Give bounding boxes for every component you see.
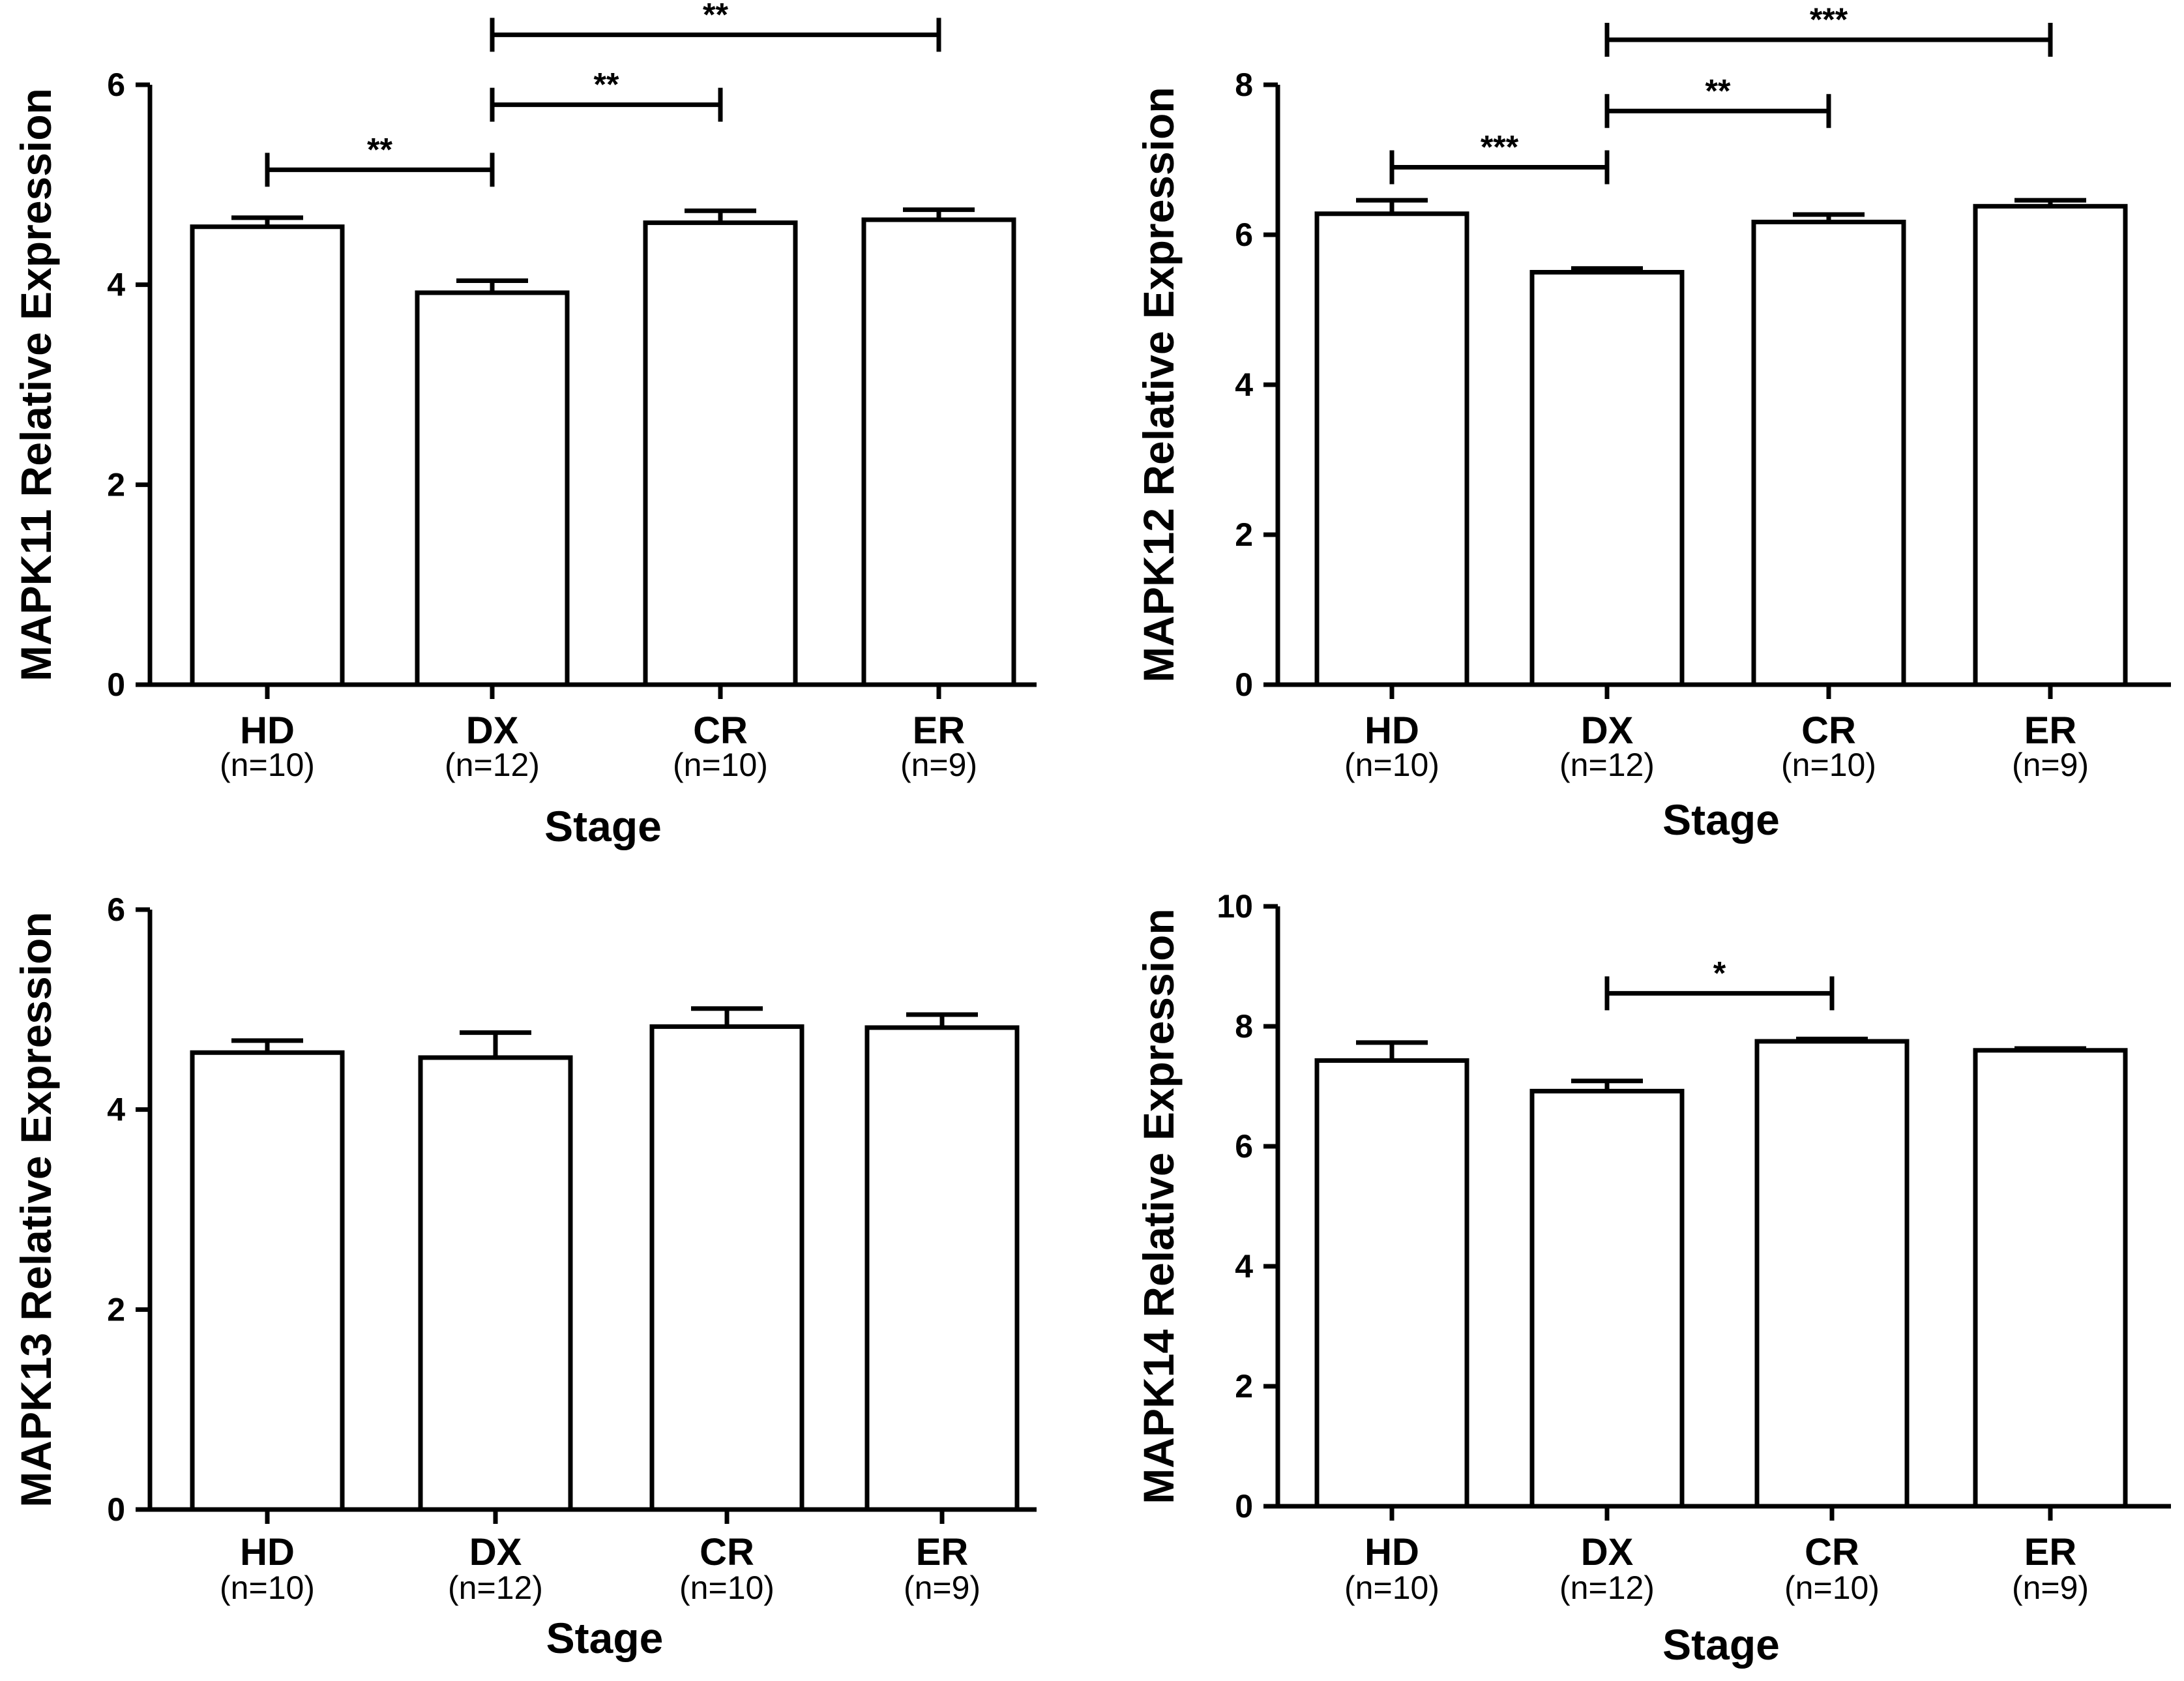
category-label-cr: CR bbox=[1801, 709, 1856, 752]
y-axis-title: MAPK13 Relative Expression bbox=[12, 912, 60, 1507]
y-axis-title: MAPK11 Relative Expression bbox=[12, 88, 60, 681]
significance-bracket-3: ** bbox=[490, 0, 941, 52]
significance-label: ** bbox=[367, 131, 392, 168]
category-label-er: ER bbox=[2024, 1531, 2077, 1573]
category-label-cr: CR bbox=[700, 1531, 754, 1573]
y-tick-label: 6 bbox=[107, 891, 125, 928]
sample-size-label-er: (n=9) bbox=[2012, 747, 2089, 783]
category-label-er: ER bbox=[2024, 709, 2077, 752]
y-tick-label: 2 bbox=[107, 466, 125, 503]
category-label-er: ER bbox=[913, 709, 966, 752]
category-label-dx: DX bbox=[466, 709, 519, 752]
x-axis-title: Stage bbox=[1662, 796, 1780, 844]
sample-size-label-cr: (n=10) bbox=[1781, 747, 1876, 783]
bar-cr bbox=[643, 220, 798, 687]
significance-label: *** bbox=[1481, 129, 1519, 166]
y-tick-label: 6 bbox=[1235, 216, 1253, 253]
sample-size-label-cr: (n=10) bbox=[679, 1569, 775, 1606]
significance-bracket-1: ** bbox=[265, 131, 495, 187]
bar-er bbox=[1973, 203, 2128, 687]
bar-hd bbox=[1314, 1058, 1469, 1509]
y-axis-title: MAPK12 Relative Expression bbox=[1134, 87, 1183, 682]
y-tick-label: 0 bbox=[1235, 666, 1253, 703]
y-tick-label: 6 bbox=[107, 67, 125, 103]
significance-bracket-2: ** bbox=[490, 67, 723, 122]
y-tick-label: 4 bbox=[107, 1092, 125, 1128]
bar-hd bbox=[190, 224, 345, 687]
sample-size-label-er: (n=9) bbox=[2012, 1569, 2089, 1606]
y-tick-label: 4 bbox=[1235, 366, 1253, 403]
y-tick-label: 2 bbox=[1235, 1368, 1253, 1405]
category-label-cr: CR bbox=[693, 709, 748, 752]
category-label-dx: DX bbox=[1581, 1531, 1634, 1573]
sample-size-label-dx: (n=12) bbox=[448, 1569, 543, 1606]
bar-er bbox=[864, 1025, 1020, 1512]
bar-er bbox=[1973, 1048, 2128, 1509]
significance-label: *** bbox=[1810, 1, 1848, 38]
y-tick-label: 4 bbox=[1235, 1248, 1253, 1285]
significance-label: ** bbox=[703, 0, 728, 33]
significance-bracket-3: *** bbox=[1604, 1, 2053, 57]
category-label-hd: HD bbox=[240, 1531, 295, 1573]
category-label-cr: CR bbox=[1805, 1531, 1859, 1573]
x-axis-title: Stage bbox=[546, 1614, 664, 1662]
y-tick-label: 2 bbox=[107, 1291, 125, 1328]
sample-size-label-hd: (n=10) bbox=[1344, 1569, 1439, 1606]
sample-size-label-er: (n=9) bbox=[904, 1569, 981, 1606]
bar-dx bbox=[418, 1055, 573, 1512]
category-label-hd: HD bbox=[240, 709, 295, 752]
y-axis-title: MAPK14 Relative Expression bbox=[1134, 908, 1183, 1504]
sample-size-label-hd: (n=10) bbox=[1344, 747, 1439, 783]
significance-label: * bbox=[1713, 955, 1726, 991]
sample-size-label-cr: (n=10) bbox=[1784, 1569, 1880, 1606]
y-tick-label: 0 bbox=[107, 666, 125, 703]
bar-dx bbox=[1529, 270, 1685, 687]
bar-hd bbox=[1314, 211, 1469, 687]
y-tick-label: 0 bbox=[1235, 1488, 1253, 1525]
bar-cr bbox=[1754, 1039, 1910, 1509]
bar-dx bbox=[1529, 1088, 1685, 1509]
significance-label: ** bbox=[1705, 72, 1731, 109]
bar-dx bbox=[415, 290, 570, 687]
significance-bracket-1: *** bbox=[1389, 129, 1610, 185]
sample-size-label-dx: (n=12) bbox=[1559, 1569, 1655, 1606]
bar-cr bbox=[1751, 219, 1906, 687]
y-tick-label: 0 bbox=[107, 1491, 125, 1528]
sample-size-label-dx: (n=12) bbox=[445, 747, 540, 783]
y-tick-label: 10 bbox=[1217, 888, 1253, 925]
bar-er bbox=[861, 217, 1016, 687]
y-tick-label: 4 bbox=[107, 267, 125, 303]
y-tick-label: 8 bbox=[1235, 1008, 1253, 1045]
x-axis-title: Stage bbox=[1662, 1620, 1780, 1669]
sample-size-label-hd: (n=10) bbox=[220, 1569, 315, 1606]
x-axis-title: Stage bbox=[544, 802, 662, 850]
y-tick-label: 8 bbox=[1235, 67, 1253, 103]
category-label-hd: HD bbox=[1365, 1531, 1419, 1573]
significance-bracket-1: * bbox=[1604, 955, 1835, 1011]
category-label-dx: DX bbox=[469, 1531, 522, 1573]
category-label-hd: HD bbox=[1365, 709, 1419, 752]
bar-cr bbox=[649, 1024, 804, 1512]
sample-size-label-er: (n=9) bbox=[900, 747, 977, 783]
sample-size-label-cr: (n=10) bbox=[673, 747, 768, 783]
category-label-dx: DX bbox=[1581, 709, 1634, 752]
significance-label: ** bbox=[594, 67, 619, 103]
y-tick-label: 2 bbox=[1235, 516, 1253, 553]
category-label-er: ER bbox=[916, 1531, 969, 1573]
significance-bracket-2: ** bbox=[1604, 72, 1831, 128]
sample-size-label-hd: (n=10) bbox=[220, 747, 315, 783]
sample-size-label-dx: (n=12) bbox=[1559, 747, 1655, 783]
bar-hd bbox=[190, 1050, 345, 1512]
y-tick-label: 6 bbox=[1235, 1128, 1253, 1165]
